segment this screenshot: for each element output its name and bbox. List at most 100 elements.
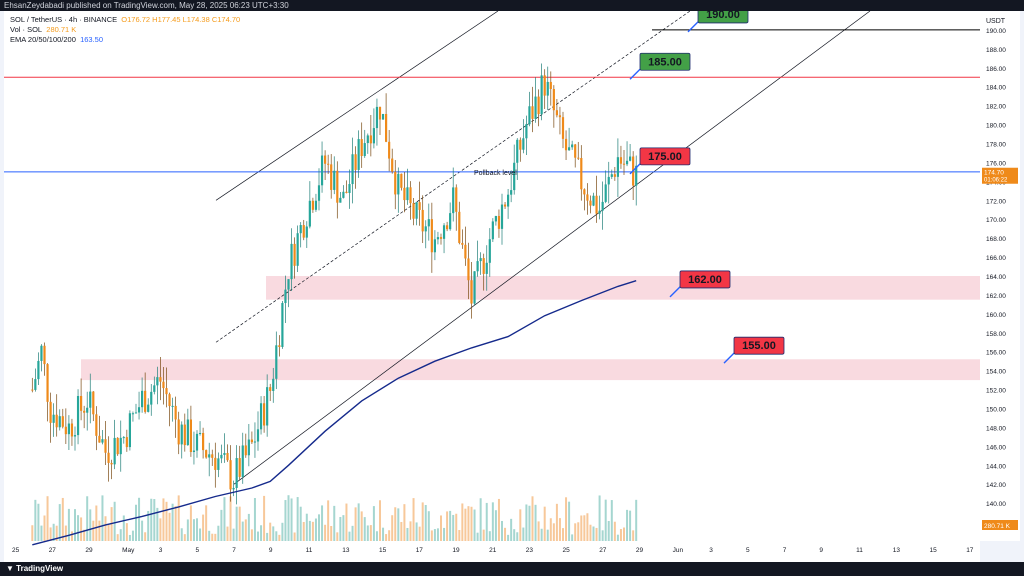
y-tick-label: 156.00 [986,350,1006,357]
x-tick-label: 9 [819,547,823,554]
candle-body [293,243,296,266]
tradingview-logo[interactable]: ▼ TradingView [6,564,64,573]
candle-body [180,424,183,445]
volume-bar [479,498,482,541]
volume-bar [598,495,601,541]
volume-bar [446,511,449,541]
candle-body [391,158,394,172]
volume-bar [293,532,296,541]
volume-label[interactable]: Vol · SOL [10,25,43,34]
volume-bar [607,521,610,541]
symbol-label[interactable]: SOL / TetherUS · 4h · BINANCE [10,15,118,24]
time-axis[interactable] [4,541,980,562]
candle-body [205,450,208,458]
zone-0 [266,276,980,300]
brand-label: TradingView [16,564,64,573]
volume-bar [238,506,241,541]
horizontal-levels [4,29,980,173]
volume-bar [223,497,226,541]
candle-body [89,391,92,408]
volume-bar [336,532,339,541]
channel-upper-line [215,11,499,201]
volume-bar [174,506,177,541]
x-tick-label: 29 [636,547,644,554]
candle-body [568,147,571,151]
volume-bar [64,525,67,541]
candle-body [479,258,482,262]
candle-body [86,407,89,413]
candle-body [595,195,598,214]
candle-body [244,445,247,456]
volume-bar [394,507,397,541]
candle-body [601,201,604,211]
candle-body [354,154,357,170]
candle-body [403,187,406,201]
volume-bar [427,511,430,541]
candle-body [171,405,174,407]
volume-bar [40,525,43,541]
volume-bar [135,504,137,541]
candle-body [461,242,464,245]
price-axis[interactable] [980,11,1020,541]
candle-body [92,391,95,415]
volume-bar [601,530,604,541]
y-tick-label: 186.00 [986,66,1006,73]
volume-bar [558,518,561,541]
volume-bar [31,525,34,541]
candle-body [269,387,272,391]
volume-bar [183,534,186,541]
candle-body [263,403,266,426]
candle-body [473,271,476,304]
candle-body [412,203,415,219]
candle-body [476,261,479,272]
volume-bar [342,515,345,541]
candle-body [83,410,86,413]
volume-bar [153,499,156,541]
candle-body [394,171,397,195]
volume-bar [95,505,98,541]
candle-body [409,187,412,204]
x-tick-label: 15 [930,547,938,554]
volume-bar [363,517,366,541]
volume-bar [177,495,180,541]
volume-bar [345,503,348,541]
volume-bar [433,529,436,541]
candle-body [482,258,485,274]
x-tick-label: 5 [746,547,750,554]
candle-body [583,189,586,195]
volume-bar [89,509,92,541]
volume-bar [113,501,116,541]
price-chart[interactable]: 190.00 185.00 175.00 162.00 155.00 Pollback l… [4,11,1020,562]
close-value: C174.70 [211,15,241,24]
candle-body [110,462,113,465]
candle-body [571,144,574,148]
volume-bar [189,505,192,541]
volume-bar [321,505,324,541]
candle-body [113,437,116,465]
ema-value: 163.50 [80,35,104,44]
candle-body [385,113,388,142]
candle-body [159,377,162,382]
volume-bar [528,505,531,541]
legend-volume-row: Vol · SOL 280.71 K [10,25,240,35]
candle-body [424,226,427,232]
volume-bar [409,521,412,541]
volume-bar [214,533,217,541]
x-tick-label: 29 [85,547,93,554]
candle-body [564,138,568,151]
x-tick-label: 21 [489,547,497,554]
open-value: O176.72 [121,15,151,24]
level-label-box [639,52,691,71]
y-tick-label: 188.00 [986,47,1006,54]
candle-body [144,390,147,412]
candle-body [308,200,311,227]
volume-bar [171,503,174,541]
candle-body [232,487,235,490]
volume-bar [43,515,46,541]
ema-label[interactable]: EMA 20/50/100/200 [10,35,76,44]
candle-body [46,364,49,402]
x-tick-label: Jun [673,547,684,554]
y-tick-label: 152.00 [986,388,1006,395]
candle-body [580,158,583,190]
volume-bar [494,510,497,541]
